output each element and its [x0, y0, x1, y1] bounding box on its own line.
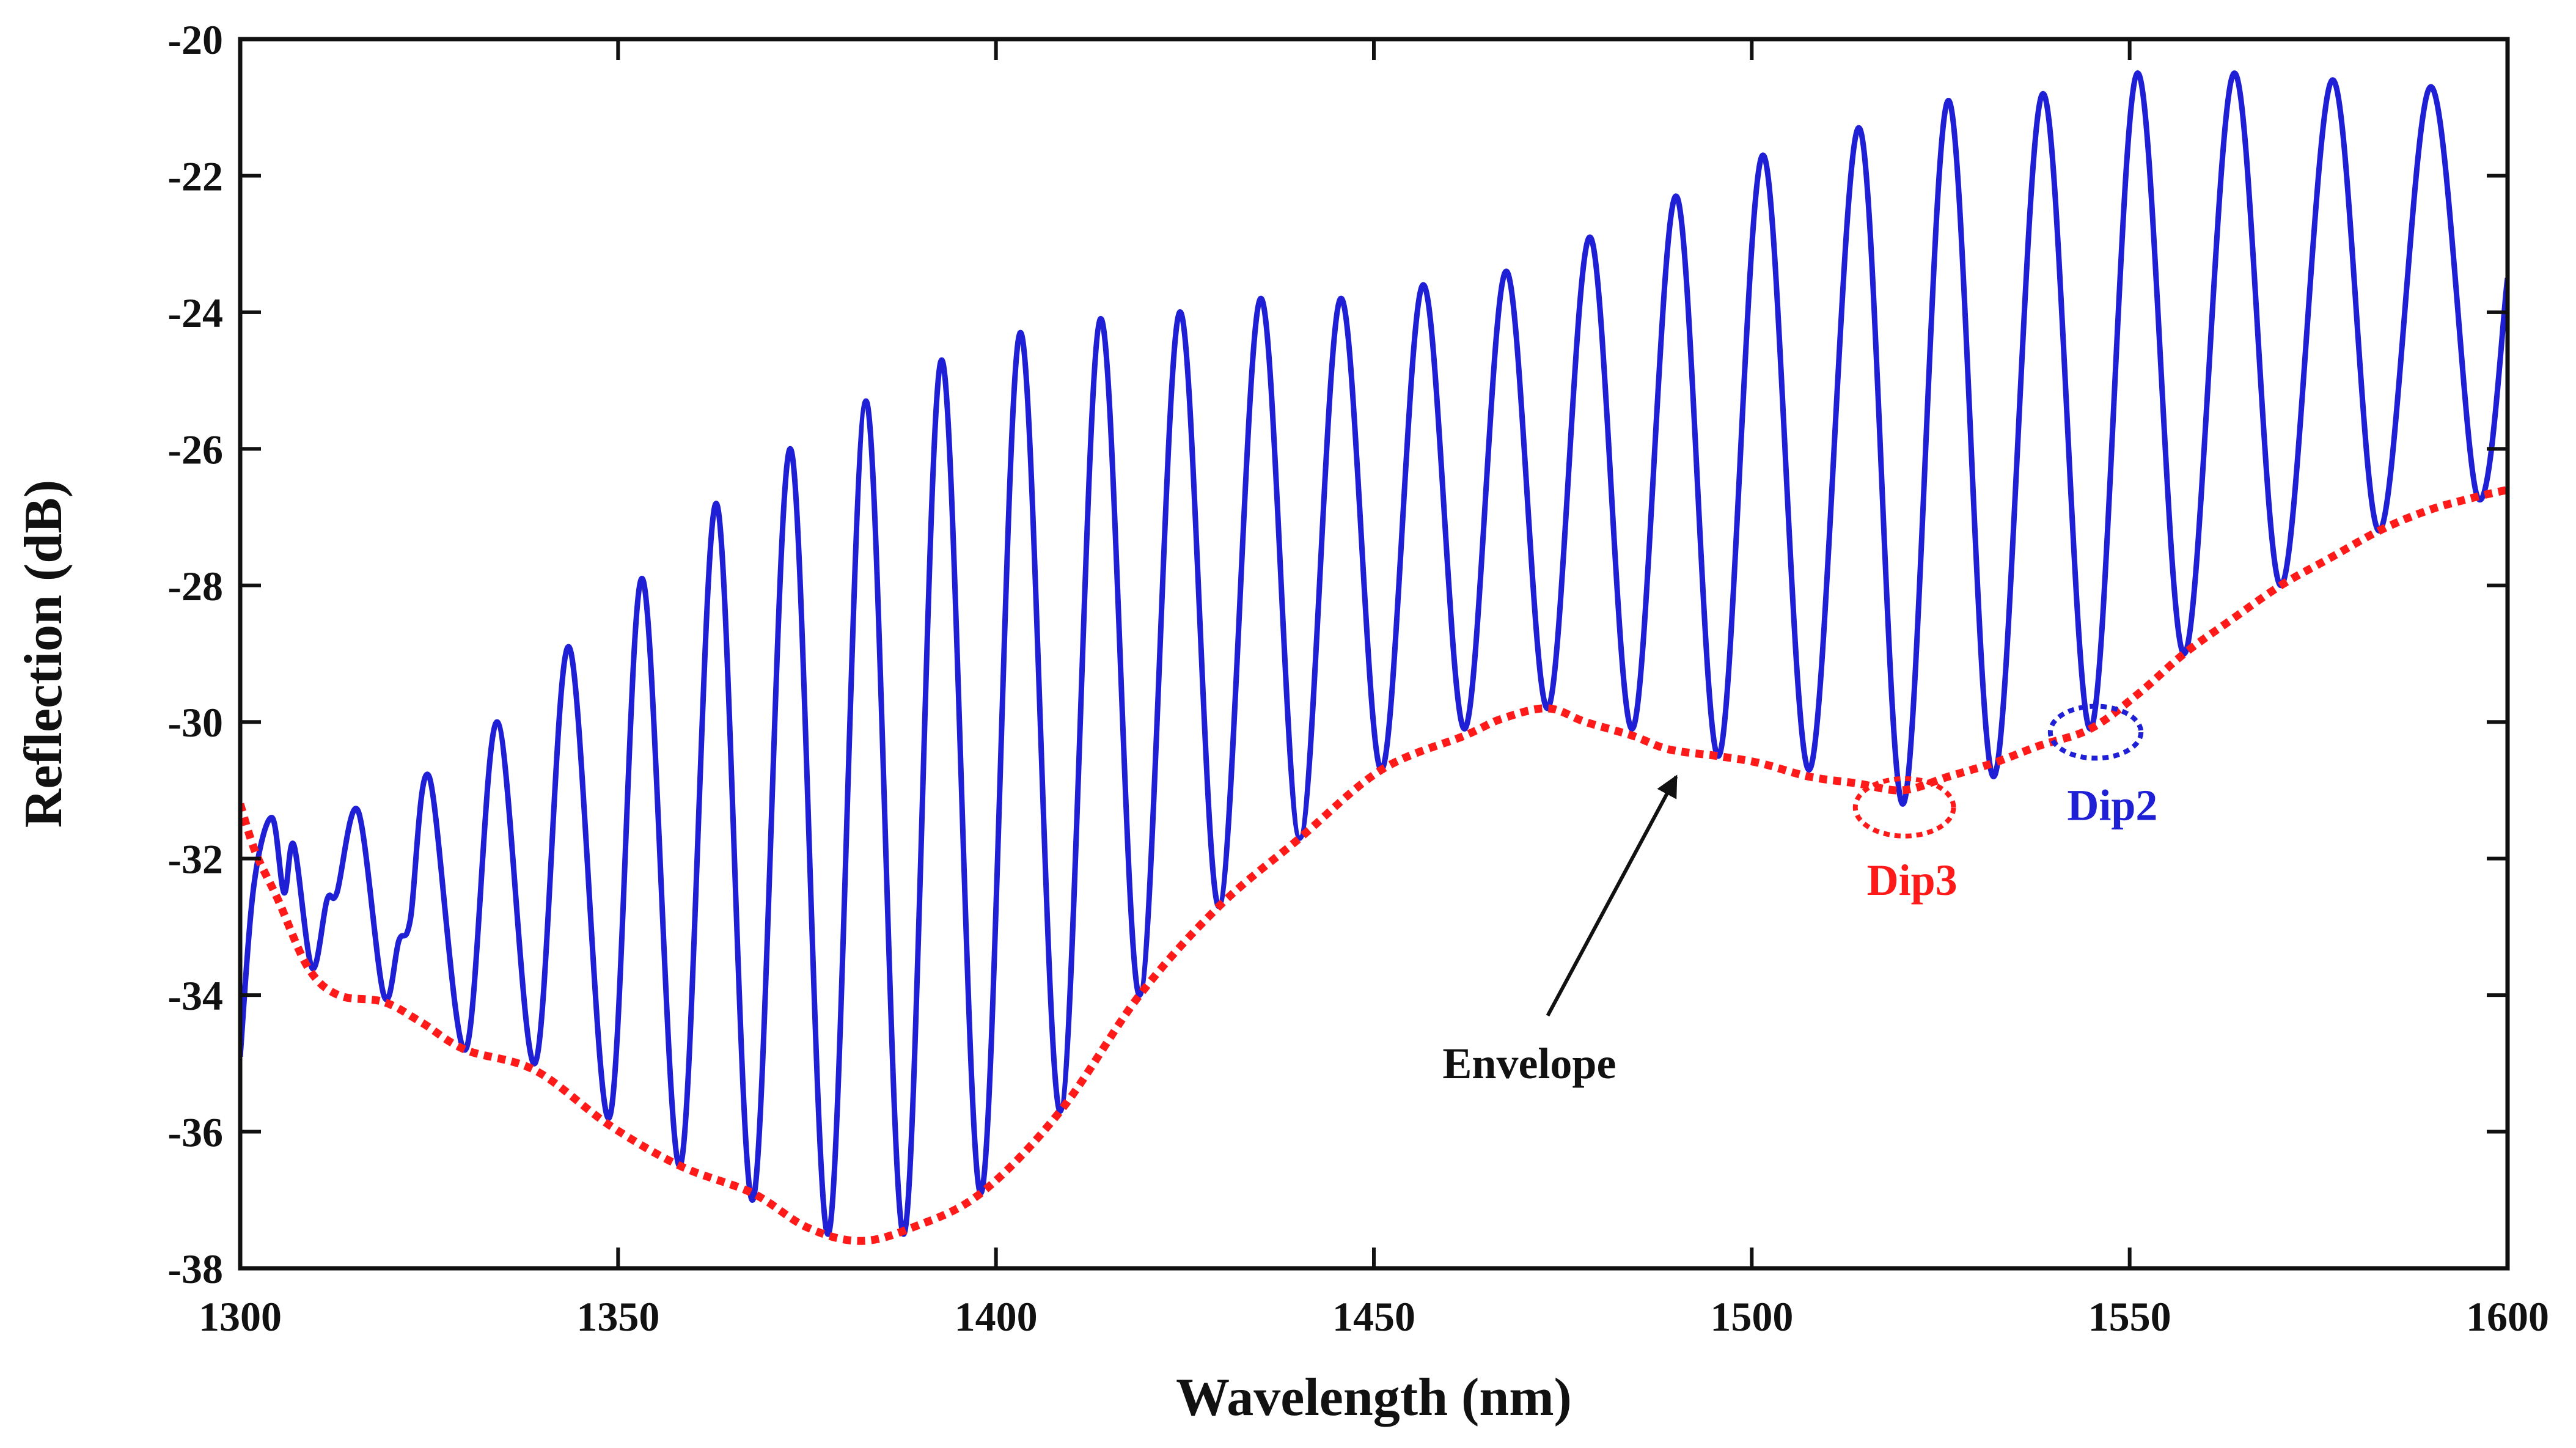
x-tick-label: 1500 — [1710, 1293, 1793, 1340]
x-tick-label: 1600 — [2466, 1293, 2549, 1340]
axis-ticks: 1300 1350 1400 1450 1500 1550 1600 -38 -36 -34 -32… — [167, 17, 2549, 1340]
x-tick-label: 1400 — [955, 1293, 1038, 1340]
y-tick-label: -28 — [167, 563, 223, 609]
axes-frame — [238, 37, 2510, 1271]
envelope-label: Envelope — [1442, 1039, 1616, 1088]
x-tick-label: 1550 — [2088, 1293, 2171, 1340]
y-tick-label: -26 — [167, 426, 223, 472]
dip3-marker-ellipse — [1852, 776, 1956, 839]
x-tick-label: 1300 — [199, 1293, 282, 1340]
y-axis-label: Reflection (dB) — [14, 480, 73, 828]
dip2-label: Dip2 — [2067, 781, 2157, 829]
y-tick-label: -36 — [167, 1109, 223, 1156]
y-tick-label: -38 — [167, 1246, 223, 1292]
y-tick-label: -30 — [167, 699, 223, 746]
annotations: Envelope Dip3 Dip2 — [1442, 704, 2157, 1088]
y-tick-label: -24 — [167, 290, 223, 336]
dip2-marker-ellipse — [2047, 704, 2144, 761]
y-tick-label: -22 — [167, 153, 223, 199]
dip3-label: Dip3 — [1867, 856, 1958, 905]
spectrum-line — [240, 70, 2508, 1237]
plot-area — [240, 70, 2508, 1245]
y-tick-label: -20 — [167, 17, 223, 63]
envelope-line — [240, 486, 2508, 1245]
envelope-arrow — [1546, 774, 1678, 1017]
x-tick-label: 1350 — [576, 1293, 659, 1340]
x-tick-label: 1450 — [1332, 1293, 1415, 1340]
y-tick-label: -32 — [167, 836, 223, 883]
x-axis-label: Wavelength (nm) — [1176, 1368, 1572, 1427]
y-tick-label: -34 — [167, 972, 223, 1019]
